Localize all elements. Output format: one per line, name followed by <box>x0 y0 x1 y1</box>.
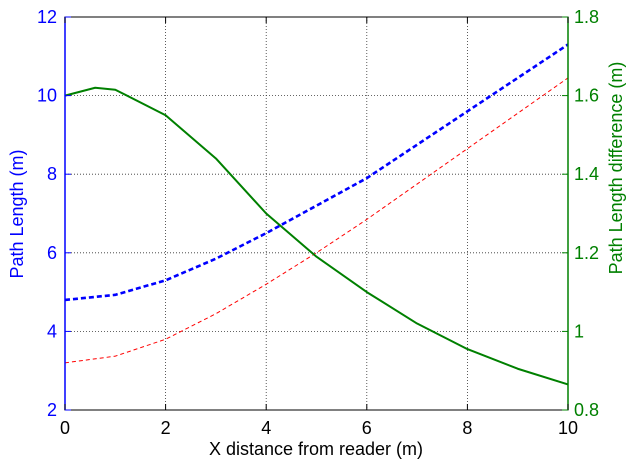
grid-lines <box>65 17 568 410</box>
plot-area <box>65 17 568 410</box>
series-line-3 <box>64 86 569 386</box>
right-y-tick-label-5: 1.8 <box>574 7 599 27</box>
left-y-tick-label-5: 12 <box>37 7 57 27</box>
left-y-tick-label-1: 4 <box>47 321 57 341</box>
right-y-axis-label: Path Length difference (m) <box>606 62 626 275</box>
right-y-tick-label-0: 0.8 <box>574 400 599 420</box>
right-y-tick-label-4: 1.6 <box>574 86 599 106</box>
right-y-tick-label-3: 1.4 <box>574 164 599 184</box>
left-y-tick-label-4: 10 <box>37 86 57 106</box>
left-y-tick-label-3: 8 <box>47 164 57 184</box>
x-tick-label-1: 2 <box>161 418 171 438</box>
right-y-tick-label-2: 1.2 <box>574 243 599 263</box>
right-y-tick-label-1: 1 <box>574 321 584 341</box>
x-tick-label-4: 8 <box>462 418 472 438</box>
series-line-2 <box>64 77 569 364</box>
left-y-tick-label-2: 6 <box>47 243 57 263</box>
left-y-tick-label-0: 2 <box>47 400 57 420</box>
x-tick-label-5: 10 <box>558 418 578 438</box>
series-lines <box>64 43 569 386</box>
x-axis-label: X distance from reader (m) <box>209 439 423 459</box>
x-tick-label-2: 4 <box>261 418 271 438</box>
x-tick-label-0: 0 <box>60 418 70 438</box>
left-y-axis-label: Path Length (m) <box>7 149 27 278</box>
x-tick-label-3: 6 <box>362 418 372 438</box>
